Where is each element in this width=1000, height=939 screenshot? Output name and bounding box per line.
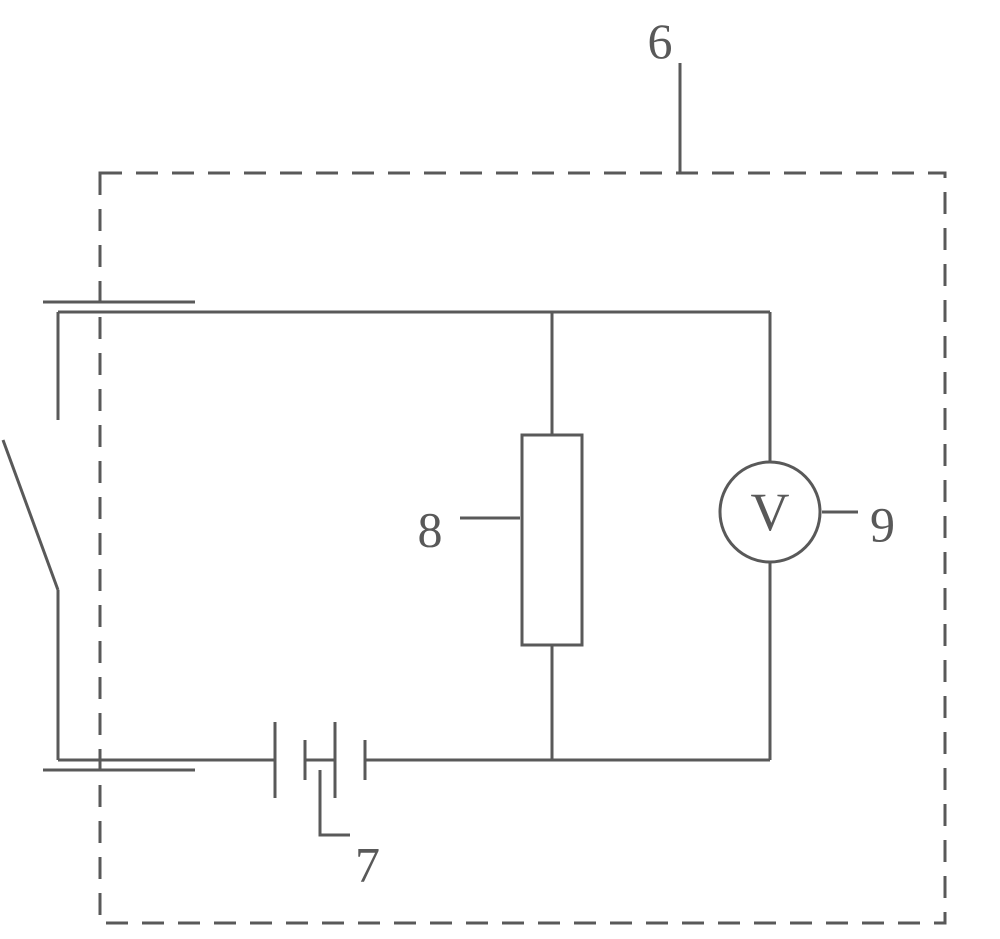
voltmeter-letter: V <box>751 482 790 542</box>
label-nine: 9 <box>870 496 895 552</box>
label-seven: 7 <box>355 836 380 892</box>
label-eight: 8 <box>418 501 443 557</box>
resistor-body <box>522 435 582 645</box>
label-six: 6 <box>648 13 673 69</box>
switch-arm <box>3 440 58 590</box>
circuit-diagram: V 6 7 8 9 <box>0 0 1000 939</box>
